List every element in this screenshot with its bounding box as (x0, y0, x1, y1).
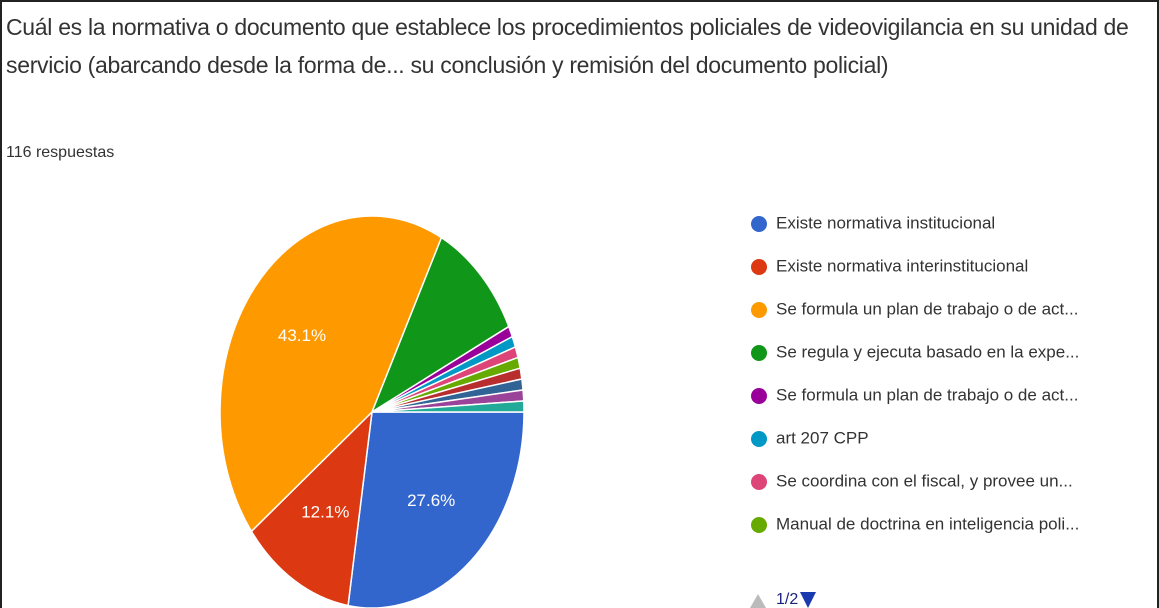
slice-label: 27.6% (407, 491, 455, 510)
legend-swatch (751, 216, 767, 232)
legend-swatch (751, 302, 767, 318)
pie-slice (371, 400, 525, 413)
legend-page: 1/2 (776, 591, 798, 608)
legend-label: Se formula un plan de trabajo o de act..… (776, 385, 1078, 404)
pie-slice (219, 215, 443, 533)
legend-label: art 207 CPP (776, 428, 869, 447)
chart-title: Cuál es la normativa o documento que est… (6, 14, 1129, 78)
legend-swatch (751, 517, 767, 533)
slice-label: 12.1% (301, 503, 349, 522)
legend-swatch (751, 431, 767, 447)
pie-slice (347, 411, 525, 608)
pie-slice (370, 236, 510, 414)
legend-label: Se formula un plan de trabajo o de act..… (776, 299, 1078, 318)
slice-label: 43.1% (278, 326, 326, 345)
legend-swatch (751, 388, 767, 404)
legend-next[interactable] (800, 592, 816, 608)
legend-swatch (751, 345, 767, 361)
legend-label: Se coordina con el fiscal, y provee un..… (776, 471, 1073, 490)
pie-slice (250, 409, 374, 607)
legend-label: Existe normativa interinstitucional (776, 256, 1028, 275)
legend-prev[interactable] (750, 594, 766, 608)
legend-label: Manual de doctrina en inteligencia poli.… (776, 514, 1079, 533)
legend-label: Existe normativa institucional (776, 213, 995, 232)
legend-swatch (751, 474, 767, 490)
legend-swatch (751, 259, 767, 275)
legend-label: Se regula y ejecuta basado en la expe... (776, 342, 1079, 361)
response-count: 116 respuestas (6, 144, 115, 161)
